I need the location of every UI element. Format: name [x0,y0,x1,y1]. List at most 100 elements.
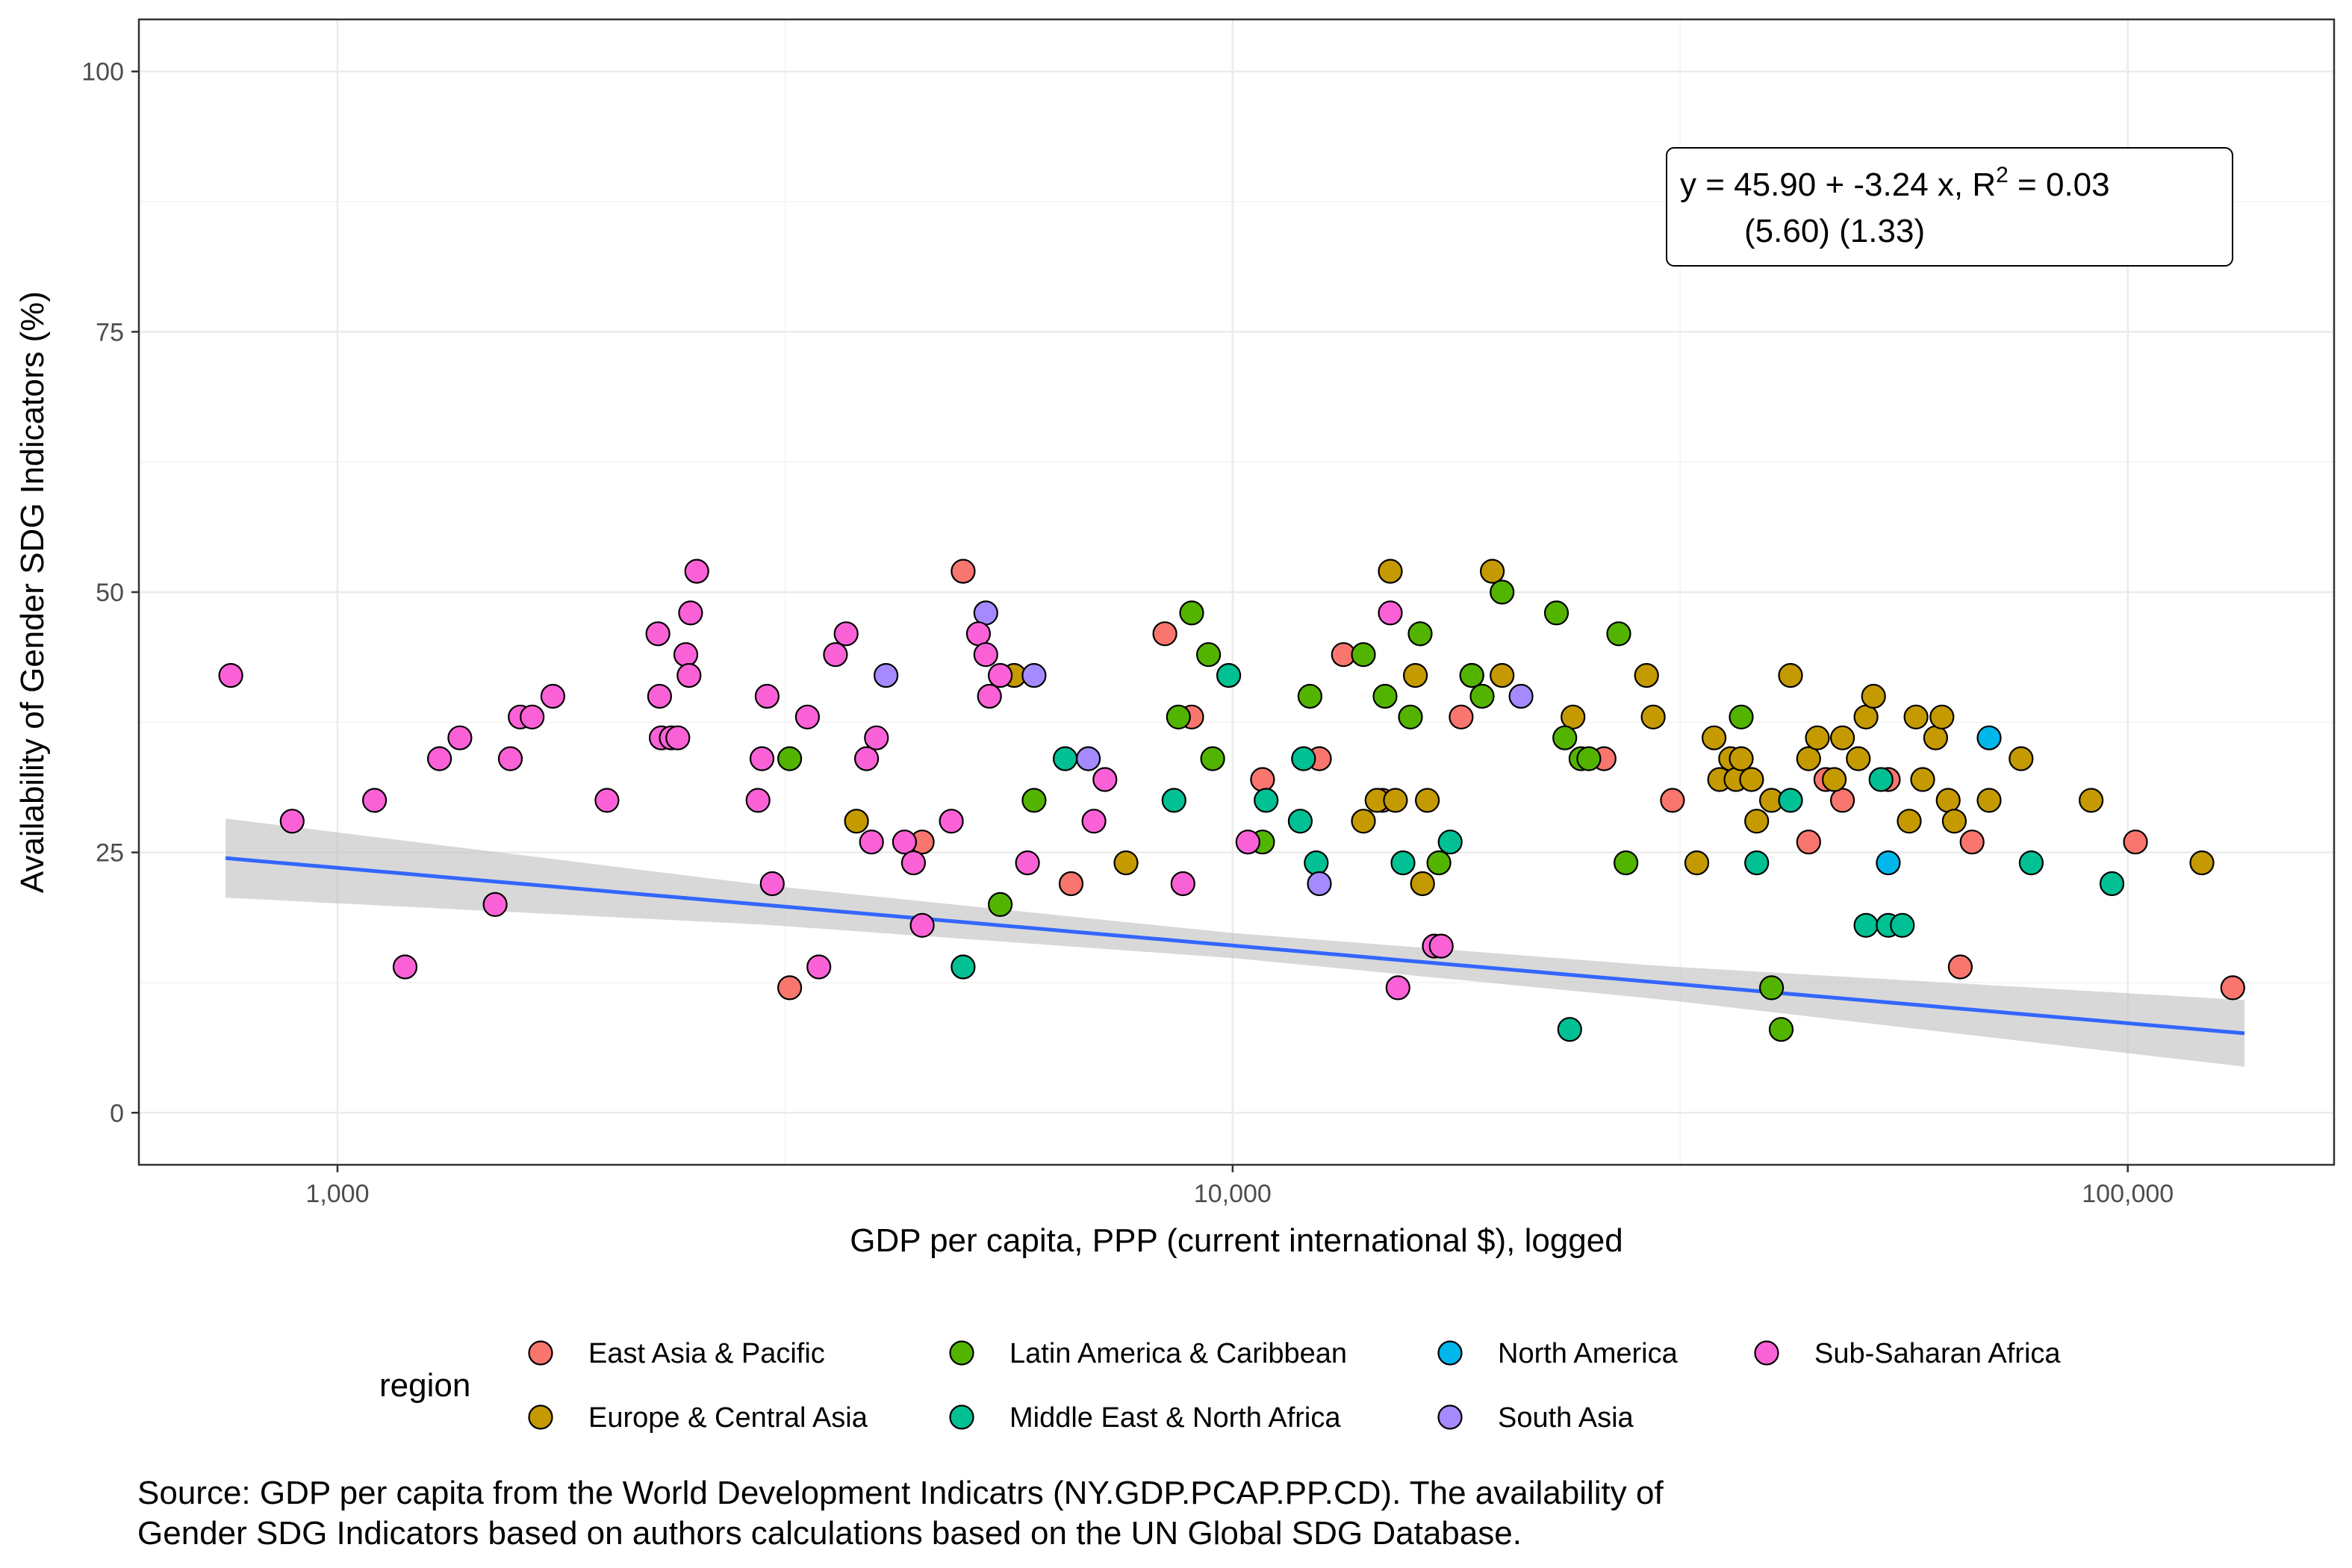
data-point [1058,871,1084,897]
data-point [939,809,964,834]
data-point [1398,704,1423,729]
data-point [777,746,803,771]
data-point [1853,912,1879,938]
data-point [1935,788,1961,813]
data-point [1179,600,1204,626]
data-point [684,559,709,584]
data-point [759,871,785,897]
data-point [665,725,691,750]
data-point [1021,788,1047,813]
data-point [1021,662,1047,688]
data-point [1830,725,1855,750]
data-point [1287,809,1313,834]
data-point [1702,725,1727,750]
major-gridlines [139,19,2334,1165]
data-point [844,809,869,834]
data-point [1426,850,1452,876]
data-point [987,892,1013,918]
legend-key [528,1340,553,1366]
data-point [973,642,998,668]
data-point [1297,683,1323,709]
data-point [1947,954,1973,980]
x-tick-label: 1,000 [305,1180,369,1208]
data-points [218,559,2245,1042]
data-point [1254,788,1279,813]
data-point [1768,1017,1794,1042]
data-point [1606,621,1631,647]
data-point [279,809,305,834]
legend-label: Europe & Central Asia [588,1402,868,1434]
data-point [1830,788,1855,813]
y-axis-title: Availability of Gender SDG Indicators (%… [14,291,51,893]
legend-items: East Asia & Pacific Europe & Central Asia… [528,1338,2061,1434]
data-point [1437,830,1463,855]
data-point [1195,642,1222,668]
data-point [1557,1017,1582,1042]
data-point [1383,788,1408,813]
data-point [1113,850,1139,876]
data-point [1351,809,1376,834]
data-point [1778,788,1803,813]
legend-key [1437,1340,1463,1366]
data-point [1561,704,1586,729]
data-point [1469,683,1495,709]
data-point [833,621,859,647]
data-point [823,642,848,668]
legend-label: Middle East & North Africa [1009,1402,1341,1434]
data-point [676,662,702,688]
data-point [892,830,918,855]
data-point [1634,662,1659,688]
data-point [218,662,243,688]
data-point [1216,662,1242,688]
data-point [777,975,803,1001]
data-point [873,662,899,688]
data-point [1390,850,1416,876]
equation-line-2: (5.60) (1.33) [1744,213,1925,249]
data-point [1291,746,1316,771]
y-tick-label: 75 [96,318,124,346]
data-point [2220,975,2245,1001]
data-point [1614,850,1639,876]
y-tick-label: 100 [81,58,124,87]
data-point [1660,788,1685,813]
data-point [1449,704,1474,729]
data-point [1372,683,1398,709]
data-point [1508,683,1534,709]
data-point [1152,621,1177,647]
data-point [1092,767,1118,792]
data-point [362,788,388,813]
equation-prefix: y = 45.90 + -3.24 x, R [1680,167,1996,203]
data-point [1479,559,1505,584]
equation-box [1666,147,2233,267]
data-point [1759,975,1785,1001]
x-tick-label: 10,000 [1194,1180,1272,1208]
data-point [1170,871,1195,897]
data-point [859,830,884,855]
legend-label: Latin America & Caribbean [1009,1338,1347,1369]
data-point [1796,830,1821,855]
data-point [1739,767,1764,792]
data-point [1075,746,1101,771]
data-point [1778,662,1803,688]
data-point [749,746,775,771]
data-point [1868,767,1894,792]
data-point [973,600,998,626]
data-point [1822,767,1847,792]
data-point [1081,809,1107,834]
data-point [1876,850,1901,876]
data-point [1796,746,1821,771]
data-point [673,642,699,668]
data-point [1543,600,1569,626]
data-point [645,621,671,647]
legend-title: region [379,1367,470,1404]
data-point [1941,809,1967,834]
data-point [2123,830,2148,855]
legend-key [949,1340,974,1366]
data-point [909,912,935,938]
data-point [1853,704,1879,729]
legend-label: South Asia [1498,1402,1634,1434]
data-point [1744,809,1770,834]
confidence-band [225,818,2245,1067]
regression-line [225,856,2245,1036]
